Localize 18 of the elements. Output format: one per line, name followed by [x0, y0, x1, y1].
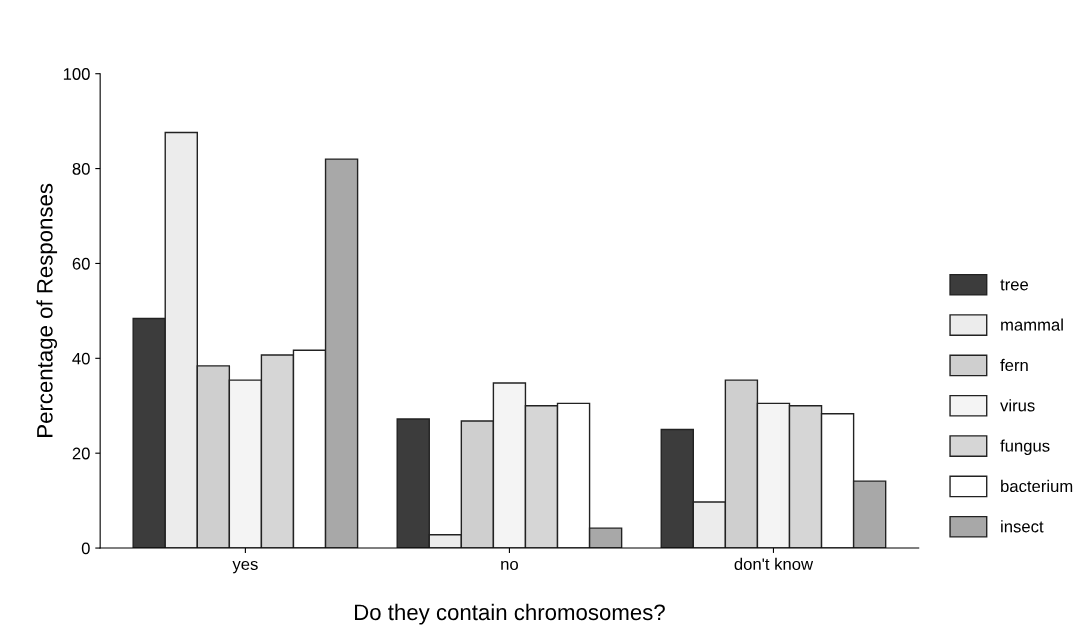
x-tick-label: don't know	[734, 557, 814, 571]
y-tick-label: 80	[72, 162, 90, 175]
y-tick-label: 100	[63, 68, 90, 80]
legend-label: mammal	[1001, 318, 1063, 331]
y-tick-label: 0	[81, 542, 90, 555]
y-tick-label: 40	[72, 352, 90, 365]
legend-label: fungus	[1000, 439, 1050, 456]
legend-label: virus	[1000, 399, 1035, 412]
y-tick-label: 20	[72, 447, 90, 460]
legend-label: fern	[1000, 358, 1028, 372]
y-tick-label: 60	[72, 257, 90, 270]
x-tick-label: no	[501, 560, 518, 571]
legend-label: tree	[1000, 279, 1029, 291]
legend-label: insect	[1001, 520, 1044, 533]
x-axis-title: Do they contain chromosomes?	[355, 603, 665, 625]
y-axis-title: Percentage of Responses	[36, 183, 58, 437]
legend-label: bacterium	[1001, 479, 1073, 493]
x-tick-label: yes	[232, 560, 258, 574]
